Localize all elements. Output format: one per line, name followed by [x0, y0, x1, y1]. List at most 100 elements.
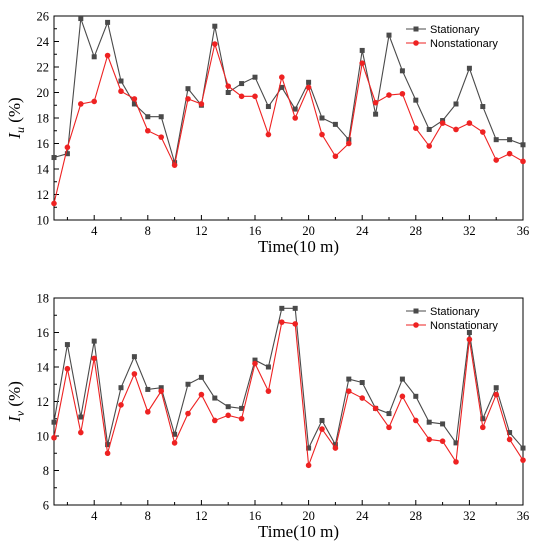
data-point-stationary: [145, 386, 151, 392]
data-point-nonstationary: [265, 131, 272, 138]
data-point-nonstationary: [305, 84, 312, 91]
data-point-nonstationary: [118, 88, 124, 95]
data-point-nonstationary: [386, 92, 392, 98]
data-point-nonstationary: [185, 410, 191, 417]
data-point-nonstationary: [319, 426, 325, 432]
data-point-nonstationary: [91, 355, 97, 362]
data-point-stationary: [306, 445, 312, 451]
data-point-stationary: [319, 417, 325, 423]
data-point-nonstationary: [51, 434, 57, 441]
data-point-nonstationary: [506, 150, 513, 157]
data-point-stationary: [413, 97, 419, 103]
data-point-nonstationary: [225, 83, 231, 89]
y-tick-label: 20: [37, 86, 50, 100]
data-point-nonstationary: [520, 457, 526, 463]
data-point-nonstationary: [198, 101, 205, 107]
data-point-nonstationary: [426, 436, 433, 443]
data-point-nonstationary: [171, 162, 178, 168]
x-tick-label: 4: [91, 224, 98, 238]
data-point-stationary: [426, 126, 432, 132]
y-tick-label: 12: [37, 188, 50, 202]
data-point-stationary: [279, 305, 285, 311]
data-point-nonstationary: [225, 412, 231, 419]
data-point-nonstationary: [64, 144, 71, 151]
data-point-stationary: [319, 115, 325, 121]
legend-marker: [413, 40, 419, 46]
x-tick-label: 32: [463, 509, 476, 523]
x-tick-label: 36: [517, 224, 530, 238]
data-point-nonstationary: [265, 388, 272, 394]
data-point-stationary: [158, 114, 164, 120]
legend-label: Nonstationary: [430, 38, 498, 50]
data-point-stationary: [78, 414, 84, 420]
chart-panel-2: 4 8 12 16 20 24 28 32 36 6 8 10 12 14 16 18 Time(10 m) Iv…: [5, 292, 529, 542]
data-point-stationary: [453, 101, 459, 107]
data-point-nonstationary: [145, 127, 151, 134]
data-point-stationary: [225, 90, 231, 95]
data-point-nonstationary: [399, 90, 406, 97]
data-point-stationary: [346, 137, 352, 143]
data-point-nonstationary: [78, 101, 84, 107]
data-point-stationary: [493, 137, 499, 143]
legend-marker: [413, 26, 419, 32]
data-point-nonstationary: [64, 365, 71, 372]
x-tick-label: 12: [195, 509, 208, 523]
legend-marker: [413, 308, 419, 314]
x-tick-label: 32: [463, 224, 476, 238]
data-point-stationary: [91, 54, 97, 60]
data-point-stationary: [306, 79, 312, 85]
data-point-stationary: [198, 374, 204, 380]
data-point-nonstationary: [466, 120, 473, 126]
data-point-nonstationary: [413, 417, 419, 424]
data-point-nonstationary: [413, 125, 419, 131]
data-point-nonstationary: [305, 462, 312, 469]
data-point-stationary: [373, 111, 379, 117]
data-point-nonstationary: [279, 74, 285, 80]
data-point-nonstationary: [238, 93, 245, 100]
data-point-nonstationary: [171, 440, 178, 446]
data-point-stationary: [185, 381, 191, 387]
x-tick-label: 16: [249, 224, 262, 238]
data-point-nonstationary: [480, 424, 486, 431]
data-point-stationary: [386, 411, 392, 417]
legend-label: Stationary: [430, 306, 480, 318]
data-point-nonstationary: [346, 140, 352, 147]
data-point-stationary: [51, 155, 57, 161]
data-point-nonstationary: [506, 436, 513, 443]
data-point-stationary: [507, 137, 513, 143]
data-point-stationary: [64, 342, 70, 348]
x-tick-label: 28: [410, 224, 423, 238]
data-point-stationary: [145, 114, 151, 120]
data-point-stationary: [480, 416, 486, 422]
data-point-stationary: [507, 430, 513, 436]
data-point-stationary: [520, 445, 526, 451]
data-point-stationary: [480, 104, 486, 110]
data-point-stationary: [426, 419, 432, 425]
y-tick-label: 12: [37, 395, 50, 409]
data-point-stationary: [239, 405, 245, 411]
data-point-stationary: [279, 84, 285, 90]
y-tick-label: 16: [37, 326, 50, 340]
data-point-nonstationary: [453, 126, 459, 133]
data-point-nonstationary: [346, 388, 352, 394]
data-point-nonstationary: [493, 391, 500, 398]
y-tick-label: 18: [37, 292, 50, 306]
data-point-nonstationary: [158, 388, 164, 394]
data-point-stationary: [64, 151, 70, 157]
x-tick-label: 24: [356, 224, 369, 238]
series-line-nonstationary: [53, 321, 524, 466]
data-point-stationary: [332, 121, 338, 127]
legend-item-nonstationary: Nonstationary: [406, 320, 498, 332]
y-tick-label: 14: [37, 361, 50, 375]
data-point-stationary: [265, 104, 271, 110]
data-point-stationary: [466, 65, 472, 71]
data-point-nonstationary: [78, 429, 84, 436]
data-point-stationary: [158, 385, 164, 391]
data-point-nonstationary: [185, 96, 191, 102]
data-point-nonstationary: [426, 143, 433, 149]
y-tick-label: 22: [37, 61, 50, 75]
data-point-stationary: [440, 421, 446, 427]
legend-label: Nonstationary: [430, 320, 498, 332]
data-point-stationary: [118, 385, 124, 391]
data-point-stationary: [292, 106, 298, 112]
